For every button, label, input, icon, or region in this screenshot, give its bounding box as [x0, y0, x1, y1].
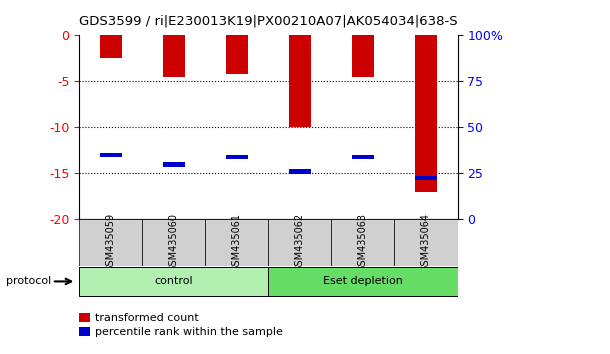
FancyBboxPatch shape	[142, 219, 206, 266]
FancyBboxPatch shape	[79, 219, 142, 266]
Text: control: control	[154, 276, 193, 286]
Text: percentile rank within the sample: percentile rank within the sample	[95, 327, 282, 337]
Text: GSM435062: GSM435062	[295, 213, 305, 272]
Bar	[289, 35, 311, 127]
Text: transformed count: transformed count	[95, 313, 198, 323]
Bar	[352, 155, 374, 159]
Text: GSM435060: GSM435060	[169, 213, 179, 272]
Bar	[226, 155, 248, 159]
Text: GSM435063: GSM435063	[358, 213, 368, 272]
Bar	[289, 169, 311, 174]
Text: GSM435061: GSM435061	[232, 213, 242, 272]
Text: Eset depletion: Eset depletion	[323, 276, 403, 286]
Bar	[100, 153, 122, 157]
Bar	[100, 35, 122, 58]
Bar	[415, 176, 437, 181]
FancyBboxPatch shape	[206, 219, 268, 266]
FancyBboxPatch shape	[79, 267, 268, 296]
Text: GSM435059: GSM435059	[106, 213, 116, 272]
FancyBboxPatch shape	[268, 267, 458, 296]
Bar	[415, 35, 437, 192]
Text: protocol: protocol	[6, 276, 51, 286]
Bar	[163, 35, 185, 77]
FancyBboxPatch shape	[395, 219, 458, 266]
Text: GSM435064: GSM435064	[421, 213, 431, 272]
FancyBboxPatch shape	[331, 219, 395, 266]
Bar	[352, 35, 374, 77]
Bar	[163, 162, 185, 166]
Text: GDS3599 / ri|E230013K19|PX00210A07|AK054034|638-S: GDS3599 / ri|E230013K19|PX00210A07|AK054…	[79, 14, 458, 27]
FancyBboxPatch shape	[268, 219, 331, 266]
Bar	[226, 35, 248, 74]
